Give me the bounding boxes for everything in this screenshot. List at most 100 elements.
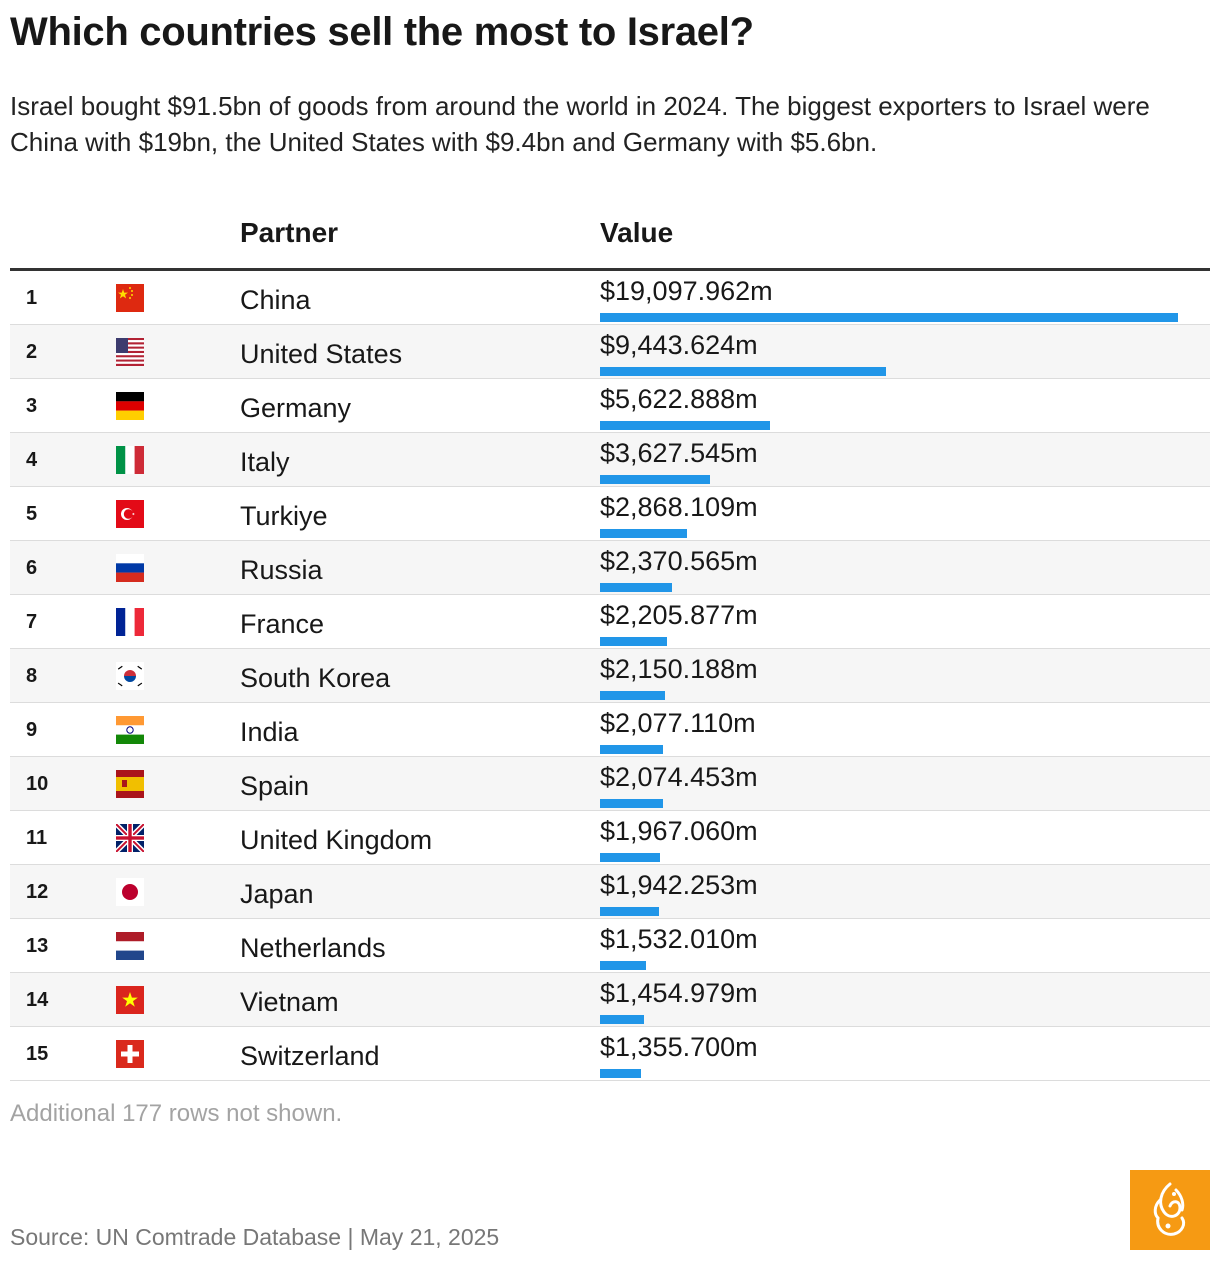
rank-cell: 3 bbox=[26, 395, 38, 417]
value-label: $1,967.060m bbox=[600, 816, 758, 846]
value-label: $1,355.700m bbox=[600, 1032, 758, 1062]
table-row: 12 Japan $1,942.253m bbox=[10, 865, 1210, 919]
japan-flag-icon bbox=[116, 878, 144, 906]
value-label: $5,622.888m bbox=[600, 384, 758, 414]
rank-cell: 12 bbox=[26, 881, 49, 903]
value-bar bbox=[600, 1015, 644, 1024]
spain-flag-icon bbox=[116, 770, 144, 798]
table-row: 1 China $19,097.962m bbox=[10, 271, 1210, 325]
rank-cell: 1 bbox=[26, 287, 38, 309]
value-bar bbox=[600, 1069, 641, 1078]
rank-cell: 14 bbox=[26, 989, 49, 1011]
rank-cell: 6 bbox=[26, 557, 38, 579]
value-bar bbox=[600, 475, 710, 484]
column-header-value: Value bbox=[600, 217, 674, 248]
value-label: $9,443.624m bbox=[600, 330, 758, 360]
value-label: $1,942.253m bbox=[600, 870, 758, 900]
table-row: 5 Turkiye $2,868.109m bbox=[10, 487, 1210, 541]
rank-cell: 13 bbox=[26, 935, 49, 957]
value-bar bbox=[600, 313, 1178, 322]
al-jazeera-logo-icon bbox=[1130, 1170, 1210, 1250]
switzerland-flag-icon bbox=[116, 1040, 144, 1068]
value-bar bbox=[600, 745, 663, 754]
value-bar bbox=[600, 529, 687, 538]
table-row: 13 Netherlands $1,532.010m bbox=[10, 919, 1210, 973]
value-label: $2,868.109m bbox=[600, 492, 758, 522]
partner-cell: Turkiye bbox=[240, 501, 328, 531]
partner-cell: South Korea bbox=[240, 663, 391, 693]
rank-cell: 7 bbox=[26, 611, 38, 633]
table-row: 15 Switzerland $1,355.700m bbox=[10, 1027, 1210, 1081]
partner-cell: Italy bbox=[240, 447, 290, 477]
partner-cell: Japan bbox=[240, 879, 314, 909]
rows-not-shown-note: Additional 177 rows not shown. bbox=[10, 1100, 343, 1127]
value-label: $3,627.545m bbox=[600, 438, 758, 468]
value-bar bbox=[600, 367, 886, 376]
value-bar bbox=[600, 907, 659, 916]
value-label: $2,150.188m bbox=[600, 654, 758, 684]
rank-cell: 2 bbox=[26, 341, 38, 363]
page-title: Which countries sell the most to Israel? bbox=[10, 10, 754, 54]
table-row: 10 Spain $2,074.453m bbox=[10, 757, 1210, 811]
partner-cell: Russia bbox=[240, 555, 323, 585]
value-bar bbox=[600, 583, 672, 592]
italy-flag-icon bbox=[116, 446, 144, 474]
rank-cell: 9 bbox=[26, 719, 38, 741]
netherlands-flag-icon bbox=[116, 932, 144, 960]
france-flag-icon bbox=[116, 608, 144, 636]
table-header: Partner Value bbox=[10, 200, 1210, 271]
page-subtitle: Israel bought $91.5bn of goods from arou… bbox=[10, 91, 1150, 157]
value-label: $2,370.565m bbox=[600, 546, 758, 576]
value-bar bbox=[600, 421, 771, 430]
table-body: 1 China $19,097.962m 2 United States $9,443.6… bbox=[10, 271, 1210, 1081]
value-bar bbox=[600, 637, 667, 646]
table-row: 9 India $2,077.110m bbox=[10, 703, 1210, 757]
china-flag-icon bbox=[116, 284, 144, 312]
value-label: $1,454.979m bbox=[600, 978, 758, 1008]
india-flag-icon bbox=[116, 716, 144, 744]
partner-cell: Germany bbox=[240, 393, 352, 423]
usa-flag-icon bbox=[116, 338, 144, 366]
table-row: 7 France $2,205.877m bbox=[10, 595, 1210, 649]
partner-cell: Spain bbox=[240, 771, 310, 801]
rank-cell: 5 bbox=[26, 503, 38, 525]
value-label: $2,074.453m bbox=[600, 762, 758, 792]
value-bar bbox=[600, 961, 647, 970]
rank-cell: 8 bbox=[26, 665, 38, 687]
partner-cell: France bbox=[240, 609, 325, 639]
rank-cell: 15 bbox=[26, 1043, 49, 1065]
turkiye-flag-icon bbox=[116, 500, 144, 528]
uk-flag-icon bbox=[116, 824, 144, 852]
partner-cell: India bbox=[240, 717, 299, 747]
table-row: 2 United States $9,443.624m bbox=[10, 325, 1210, 379]
column-header-partner: Partner bbox=[240, 217, 339, 248]
source-line: Source: UN Comtrade Database | May 21, 2… bbox=[10, 1224, 500, 1250]
value-label: $1,532.010m bbox=[600, 924, 758, 954]
partner-cell: United Kingdom bbox=[240, 825, 433, 855]
table-row: 4 Italy $3,627.545m bbox=[10, 433, 1210, 487]
partner-cell: United States bbox=[240, 339, 403, 369]
table-row: 8 South Korea $2,150.188m bbox=[10, 649, 1210, 703]
partner-cell: China bbox=[240, 285, 311, 315]
vietnam-flag-icon bbox=[116, 986, 144, 1014]
table-row: 6 Russia $2,370.565m bbox=[10, 541, 1210, 595]
data-table: Partner Value 1 China $19,097.962m 2 United … bbox=[10, 200, 1210, 1081]
table-row: 14 Vietnam $1,454.979m bbox=[10, 973, 1210, 1027]
table-row: 11 United Kingdom $1,967.060m bbox=[10, 811, 1210, 865]
rank-cell: 4 bbox=[26, 449, 38, 471]
value-label: $2,205.877m bbox=[600, 600, 758, 630]
value-bar bbox=[600, 691, 666, 700]
value-bar bbox=[600, 799, 663, 808]
partner-cell: Netherlands bbox=[240, 933, 386, 963]
value-label: $2,077.110m bbox=[600, 708, 756, 738]
value-bar bbox=[600, 853, 660, 862]
rank-cell: 10 bbox=[26, 773, 49, 795]
table-row: 3 Germany $5,622.888m bbox=[10, 379, 1210, 433]
south-korea-flag-icon bbox=[116, 662, 144, 690]
russia-flag-icon bbox=[116, 554, 144, 582]
rank-cell: 11 bbox=[26, 827, 48, 849]
value-label: $19,097.962m bbox=[600, 276, 773, 306]
partner-cell: Switzerland bbox=[240, 1041, 380, 1071]
germany-flag-icon bbox=[116, 392, 144, 420]
partner-cell: Vietnam bbox=[240, 987, 339, 1017]
